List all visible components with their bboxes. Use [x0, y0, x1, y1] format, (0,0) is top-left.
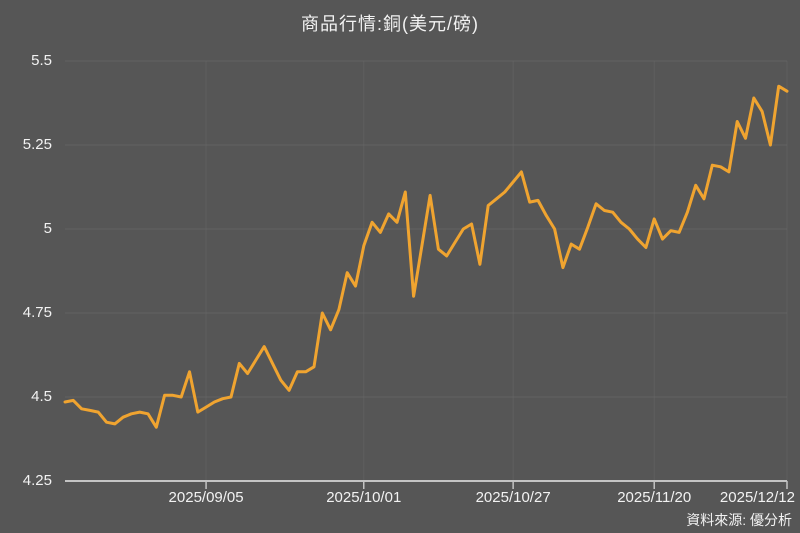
x-axis-tick-label: 2025/10/01: [326, 489, 402, 506]
x-axis-tick-label: 2025/11/20: [617, 489, 692, 506]
price-line: [63, 84, 789, 429]
source-caption: 資料來源: 優分析: [686, 512, 792, 528]
chart-title: 商品行情:銅(美元/磅): [301, 14, 479, 34]
y-axis-tick-label: 4.75: [22, 304, 52, 321]
y-axis-tick-label: 4.5: [31, 388, 52, 405]
x-axis-tick-label: 2025/09/05: [168, 489, 244, 506]
y-axis-tick-label: 4.25: [22, 472, 52, 489]
y-axis-tick-label: 5.5: [31, 52, 52, 69]
y-axis-tick-label: 5.25: [22, 136, 52, 153]
x-axis-tick-label: 2025/12/12: [719, 489, 795, 506]
x-axis-tick-label: 2025/10/27: [475, 489, 551, 506]
y-axis-tick-label: 5: [43, 220, 52, 237]
